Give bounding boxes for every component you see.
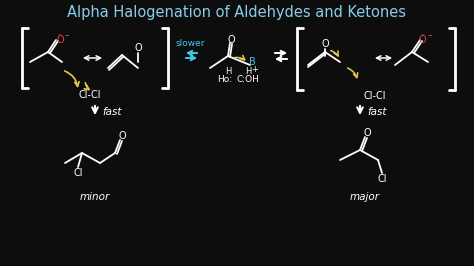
Text: Cl: Cl <box>73 168 83 178</box>
Text: B: B <box>249 57 255 67</box>
Text: Alpha Halogenation of Aldehydes and Ketones: Alpha Halogenation of Aldehydes and Keto… <box>67 6 407 20</box>
Text: O: O <box>118 131 126 141</box>
Text: major: major <box>350 192 380 202</box>
Text: Ho:: Ho: <box>218 76 233 85</box>
Text: Cl-Cl: Cl-Cl <box>364 91 386 101</box>
Text: C:OH: C:OH <box>237 76 259 85</box>
Text: -: - <box>428 30 432 43</box>
Text: fast: fast <box>102 107 122 117</box>
Text: fast: fast <box>367 107 387 117</box>
Text: ··: ·· <box>420 31 426 40</box>
Text: minor: minor <box>80 192 110 202</box>
Text: O: O <box>227 35 235 45</box>
Text: O: O <box>134 43 142 53</box>
Text: O: O <box>56 35 64 45</box>
Text: slower: slower <box>175 39 205 48</box>
Text: O: O <box>363 128 371 138</box>
Text: H: H <box>245 68 251 77</box>
Text: Cl: Cl <box>377 174 387 184</box>
Text: -: - <box>65 30 69 43</box>
Text: ··: ·· <box>57 31 63 40</box>
Text: H: H <box>225 68 231 77</box>
Text: O: O <box>418 35 426 45</box>
Text: Cl-Cl: Cl-Cl <box>79 90 101 100</box>
Text: O: O <box>321 39 329 49</box>
Text: +: + <box>252 65 258 74</box>
